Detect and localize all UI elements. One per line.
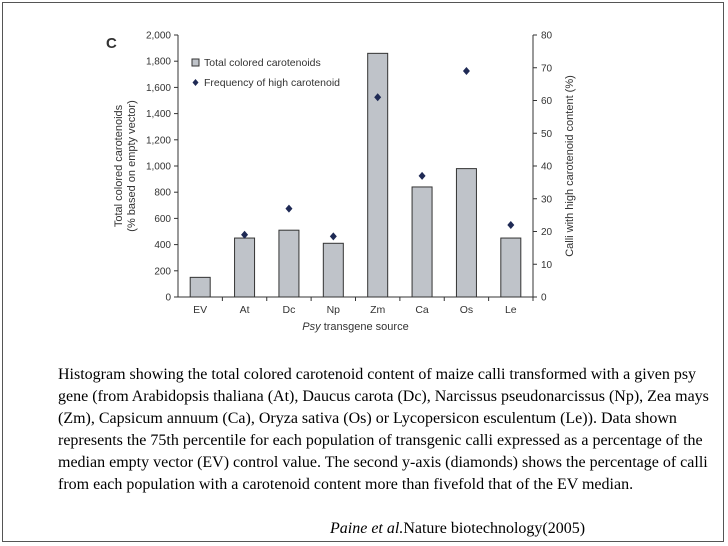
right-tick-label: 80: [541, 31, 553, 42]
right-axis-label: Calli with high carotenoid content (%): [564, 75, 576, 257]
left-tick-label: 1,800: [146, 57, 171, 68]
left-axis-label-line1: Total colored carotenoids: [113, 104, 125, 227]
figure-caption: Histogram showing the total colored caro…: [58, 366, 709, 493]
right-tick-label: 50: [541, 129, 553, 140]
citation-authors: Paine et al.: [330, 520, 404, 537]
panel-label: C: [106, 35, 117, 52]
left-axis-label-line2: (% based on empty vector): [126, 100, 138, 231]
left-tick-label: 800: [154, 188, 171, 199]
left-tick-label: 400: [154, 240, 171, 251]
bar-ca: [411, 186, 433, 298]
x-tick-label: EV: [193, 304, 207, 316]
legend-bar-swatch: [191, 58, 200, 67]
marker-zm: [374, 93, 382, 102]
marker-le: [507, 220, 515, 229]
bar-zm: [367, 52, 389, 298]
x-tick-label: Np: [327, 304, 341, 316]
right-tick-label: 10: [541, 260, 553, 271]
left-tick-label: 1,200: [146, 135, 171, 146]
left-tick-label: 200: [154, 266, 171, 277]
left-tick-label: 600: [154, 214, 171, 225]
left-tick-label: 1,400: [146, 109, 171, 120]
x-tick-label: Ca: [415, 304, 429, 316]
citation-journal: Nature biotechnology(2005): [403, 520, 586, 537]
marker-os: [462, 67, 470, 76]
citation: Paine et al.Nature biotechnology(2005): [330, 520, 585, 538]
marker-np: [329, 232, 337, 241]
right-tick-label: 0: [541, 293, 547, 304]
right-tick-label: 70: [541, 63, 553, 74]
bar-at: [234, 237, 256, 298]
left-tick-label: 1,600: [146, 83, 171, 94]
x-axis-label-rest: transgene source: [321, 321, 409, 333]
x-tick-label: Os: [460, 304, 473, 316]
right-tick-label: 20: [541, 227, 553, 238]
x-tick-label: Dc: [283, 304, 296, 316]
legend-marker-swatch: [192, 79, 199, 86]
left-tick-label: 1,000: [146, 162, 171, 173]
x-tick-label: Le: [505, 304, 517, 316]
left-tick-label: 0: [165, 293, 171, 304]
x-tick-label: Zm: [370, 304, 385, 316]
x-tick-label: At: [240, 304, 250, 316]
bar-os: [455, 168, 477, 298]
x-axis-label-italic: Psy: [302, 321, 322, 333]
bar-np: [322, 242, 344, 298]
right-tick-label: 40: [541, 162, 553, 173]
legend-label-bars: Total colored carotenoids: [204, 57, 321, 69]
right-tick-label: 60: [541, 96, 553, 107]
bar-ev: [189, 276, 211, 298]
carotenoid-chart: C02004006008001,0001,2001,4001,6001,8002…: [106, 31, 576, 334]
x-axis-label: Psy transgene source: [302, 321, 408, 333]
bar-dc: [278, 229, 300, 298]
legend-label-markers: Frequency of high carotenoid: [204, 77, 340, 89]
marker-at: [241, 230, 249, 239]
marker-ca: [418, 171, 426, 180]
marker-dc: [285, 204, 293, 213]
bar-le: [500, 237, 522, 298]
right-tick-label: 30: [541, 194, 553, 205]
left-tick-label: 2,000: [146, 31, 171, 42]
